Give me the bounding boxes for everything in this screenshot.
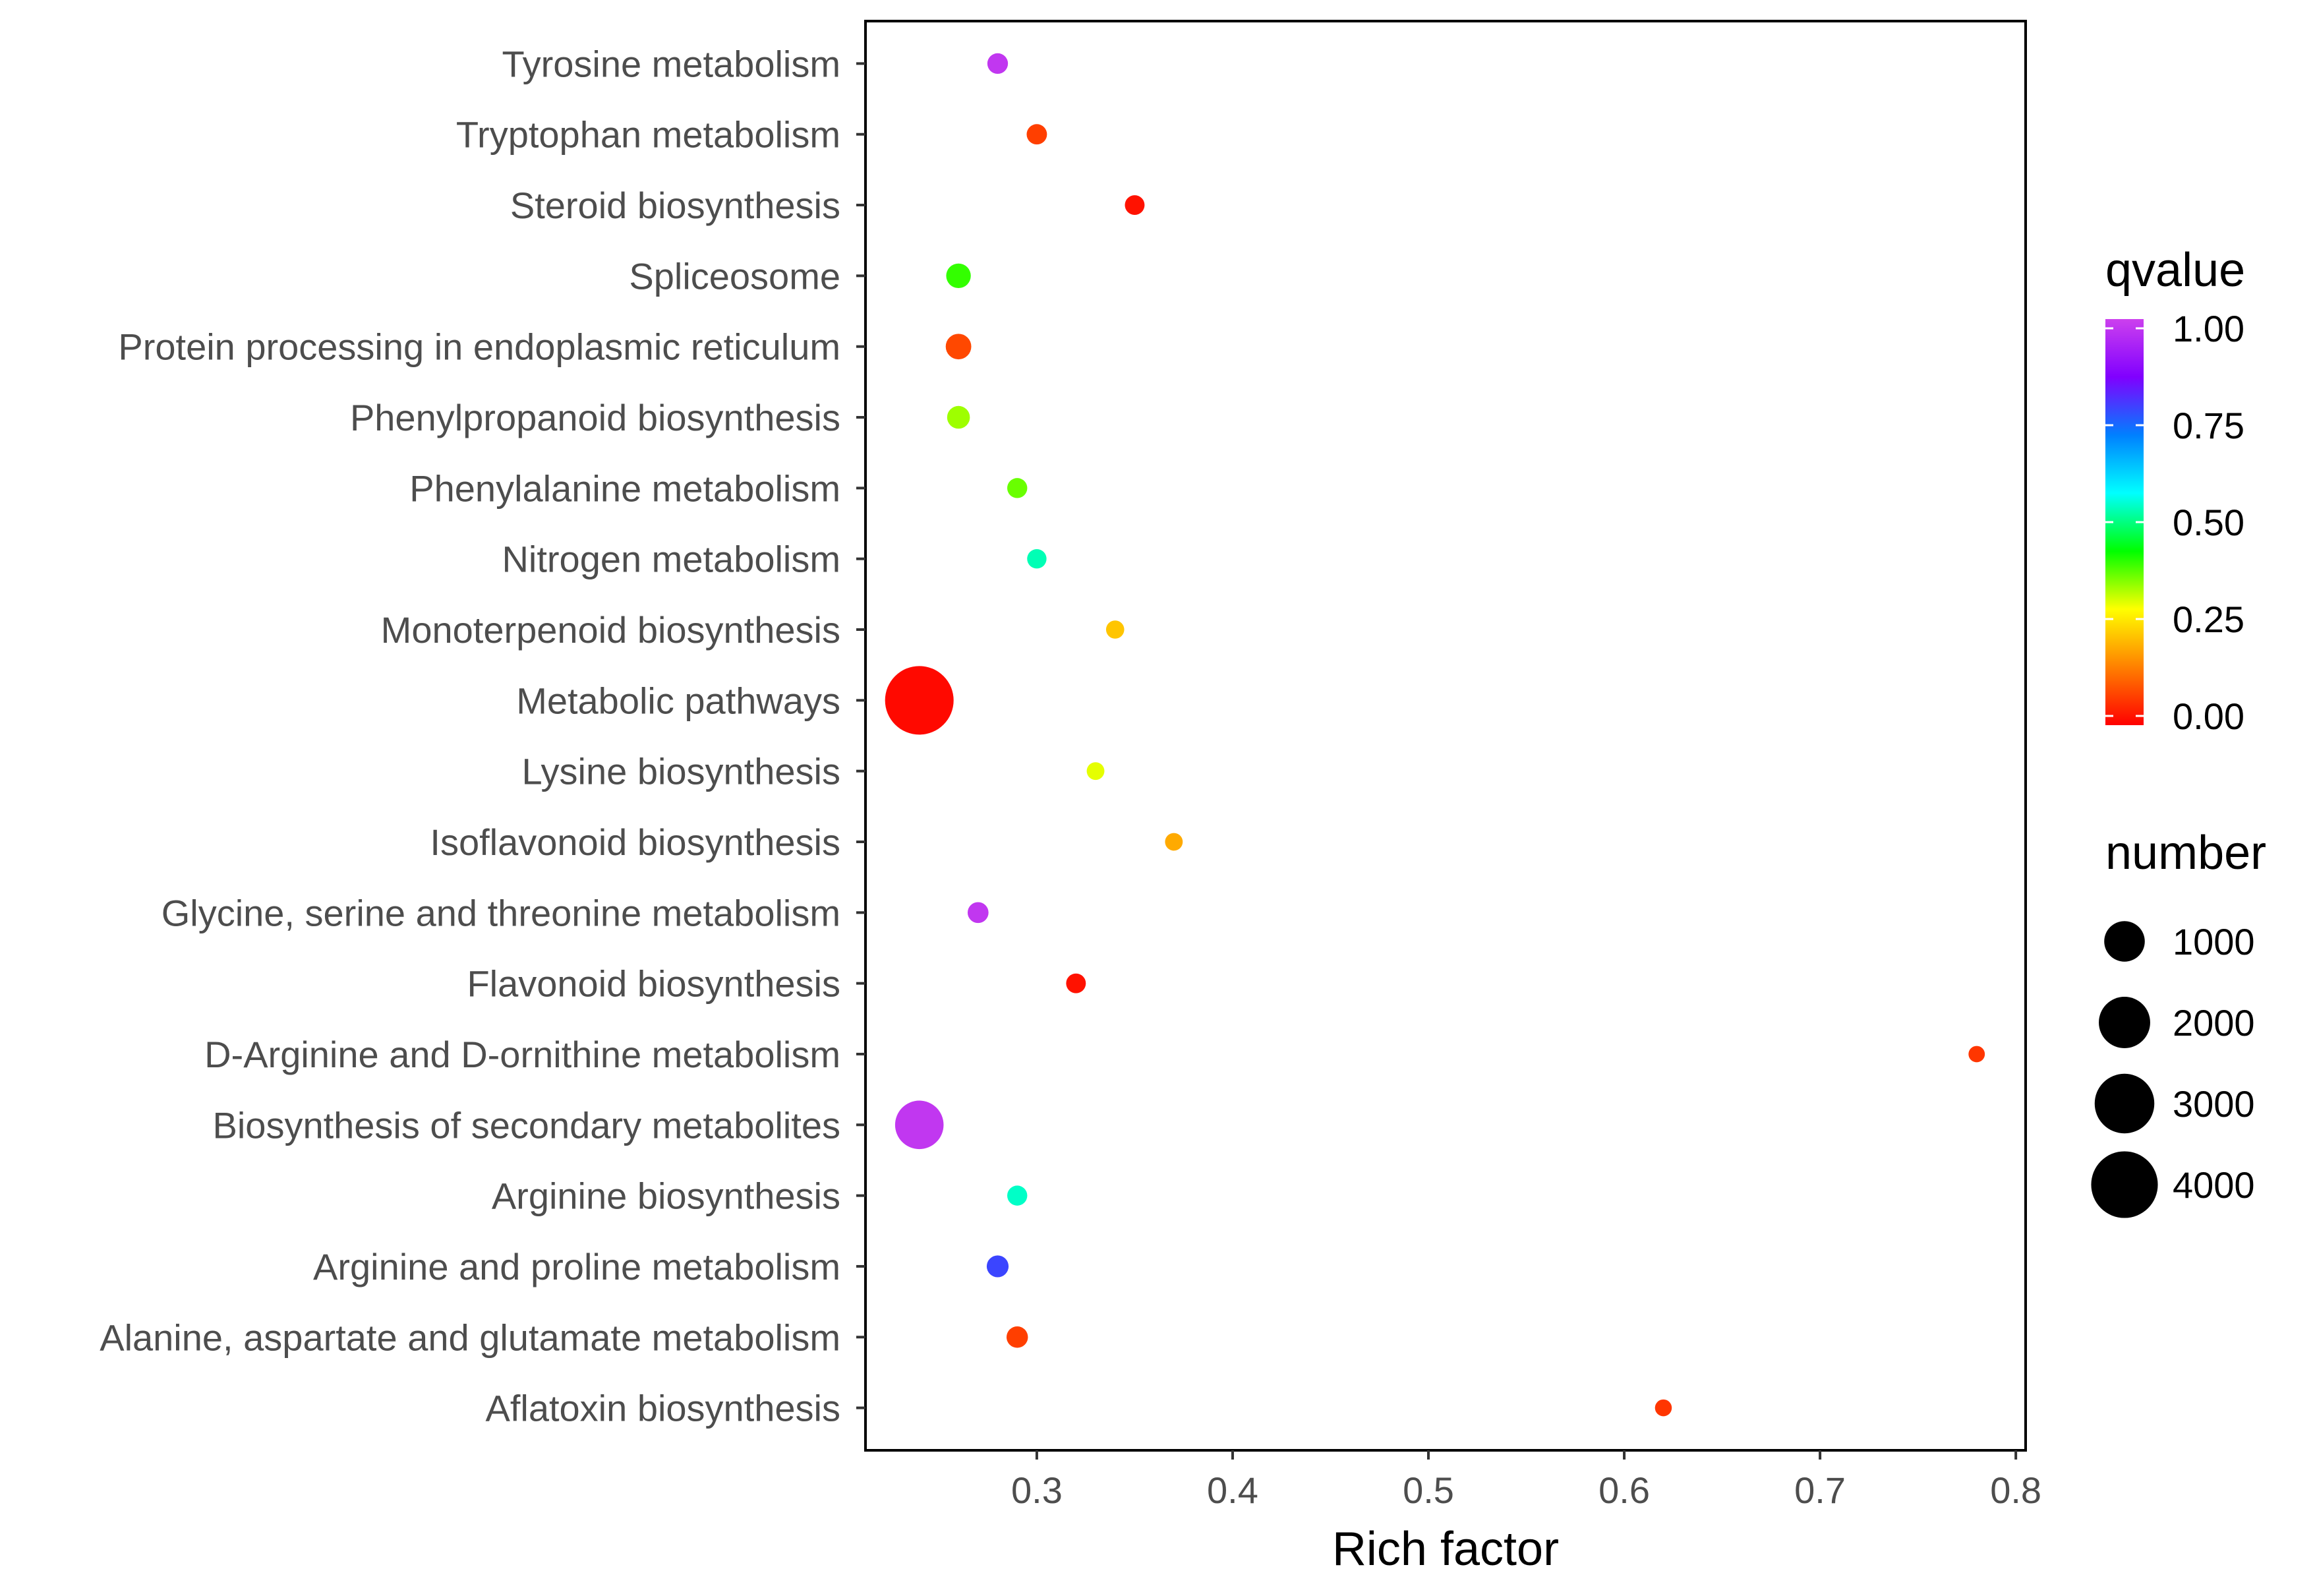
ytick-label-flavonoid-biosynthesis: Flavonoid biosynthesis xyxy=(467,963,840,1005)
ytick-label-steroid-biosynthesis: Steroid biosynthesis xyxy=(510,185,840,226)
number-legend-label: 2000 xyxy=(2173,1002,2255,1044)
xtick-label: 0.8 xyxy=(1990,1469,2041,1511)
qvalue-legend-title: qvalue xyxy=(2105,244,2245,297)
point-steroid-biosynthesis xyxy=(1125,195,1145,216)
qvalue-legend-label: 0.25 xyxy=(2173,599,2244,640)
point-lysine-biosynthesis xyxy=(1086,762,1105,781)
ytick-label-arginine-and-proline-metabolism: Arginine and proline metabolism xyxy=(313,1246,840,1287)
number-legend-title: number xyxy=(2105,827,2266,879)
point-arginine-biosynthesis xyxy=(1007,1185,1028,1206)
ytick-label-aflatoxin-biosynthesis: Aflatoxin biosynthesis xyxy=(485,1388,840,1429)
ytick-label-metabolic-pathways: Metabolic pathways xyxy=(516,680,840,721)
point-monoterpenoid-biosynthesis xyxy=(1105,620,1125,639)
number-legend-key xyxy=(2104,921,2145,962)
ytick-label-d-arginine-and-d-ornithine-metabolism: D-Arginine and D-ornithine metabolism xyxy=(204,1034,840,1075)
ytick-label-monoterpenoid-biosynthesis: Monoterpenoid biosynthesis xyxy=(381,609,840,651)
ytick-label-tyrosine-metabolism: Tyrosine metabolism xyxy=(502,43,840,84)
ytick-label-protein-processing-in-endoplasmic-reticulum: Protein processing in endoplasmic reticu… xyxy=(118,326,840,368)
point-tryptophan-metabolism xyxy=(1026,124,1047,145)
point-biosynthesis-of-secondary-metabolites xyxy=(894,1100,944,1150)
ytick-label-alanine-aspartate-and-glutamate-metabolism: Alanine, aspartate and glutamate metabol… xyxy=(100,1316,840,1358)
qvalue-legend-label: 0.00 xyxy=(2173,695,2244,737)
point-isoflavonoid-biosynthesis xyxy=(1165,833,1183,851)
ytick-label-nitrogen-metabolism: Nitrogen metabolism xyxy=(502,539,840,580)
number-legend-key xyxy=(2099,997,2150,1048)
point-alanine-aspartate-and-glutamate-metabolism xyxy=(1006,1326,1028,1348)
point-arginine-and-proline-metabolism xyxy=(986,1255,1009,1278)
ytick-label-lysine-biosynthesis: Lysine biosynthesis xyxy=(521,751,840,792)
point-phenylalanine-metabolism xyxy=(1007,478,1028,498)
ytick-label-tryptophan-metabolism: Tryptophan metabolism xyxy=(456,114,840,156)
qvalue-legend-label: 1.00 xyxy=(2173,308,2244,349)
point-spliceosome xyxy=(946,263,971,289)
number-legend-label: 3000 xyxy=(2173,1083,2255,1125)
ytick-label-biosynthesis-of-secondary-metabolites: Biosynthesis of secondary metabolites xyxy=(213,1104,841,1146)
xtick-label: 0.7 xyxy=(1794,1469,1846,1511)
ytick-label-phenylalanine-metabolism: Phenylalanine metabolism xyxy=(409,467,840,509)
point-aflatoxin-biosynthesis xyxy=(1655,1399,1672,1417)
point-glycine-serine-and-threonine-metabolism xyxy=(967,902,989,924)
point-d-arginine-and-d-ornithine-metabolism xyxy=(1968,1046,1985,1063)
number-legend-label: 4000 xyxy=(2173,1164,2255,1206)
x-axis-title: Rich factor xyxy=(1332,1523,1559,1576)
ytick-label-isoflavonoid-biosynthesis: Isoflavonoid biosynthesis xyxy=(430,821,840,863)
xtick-label: 0.4 xyxy=(1207,1469,1258,1511)
point-metabolic-pathways xyxy=(885,666,954,735)
number-legend-key xyxy=(2091,1151,2158,1218)
ytick-label-glycine-serine-and-threonine-metabolism: Glycine, serine and threonine metabolism xyxy=(161,892,840,933)
point-nitrogen-metabolism xyxy=(1027,548,1047,569)
qvalue-legend-label: 0.50 xyxy=(2173,502,2244,543)
point-protein-processing-in-endoplasmic-reticulum xyxy=(945,334,972,360)
number-legend-label: 1000 xyxy=(2173,921,2255,962)
xtick-label: 0.6 xyxy=(1598,1469,1650,1511)
ytick-label-arginine-biosynthesis: Arginine biosynthesis xyxy=(492,1175,840,1217)
plot-panel xyxy=(864,20,2027,1452)
ytick-label-phenylpropanoid-biosynthesis: Phenylpropanoid biosynthesis xyxy=(350,397,840,438)
number-legend-key xyxy=(2094,1073,2155,1134)
qvalue-legend-label: 0.75 xyxy=(2173,405,2244,446)
point-tyrosine-metabolism xyxy=(987,53,1009,74)
point-flavonoid-biosynthesis xyxy=(1066,973,1086,993)
point-phenylpropanoid-biosynthesis xyxy=(947,405,970,429)
xtick-label: 0.3 xyxy=(1011,1469,1063,1511)
xtick-label: 0.5 xyxy=(1403,1469,1454,1511)
ytick-label-spliceosome: Spliceosome xyxy=(629,255,840,297)
